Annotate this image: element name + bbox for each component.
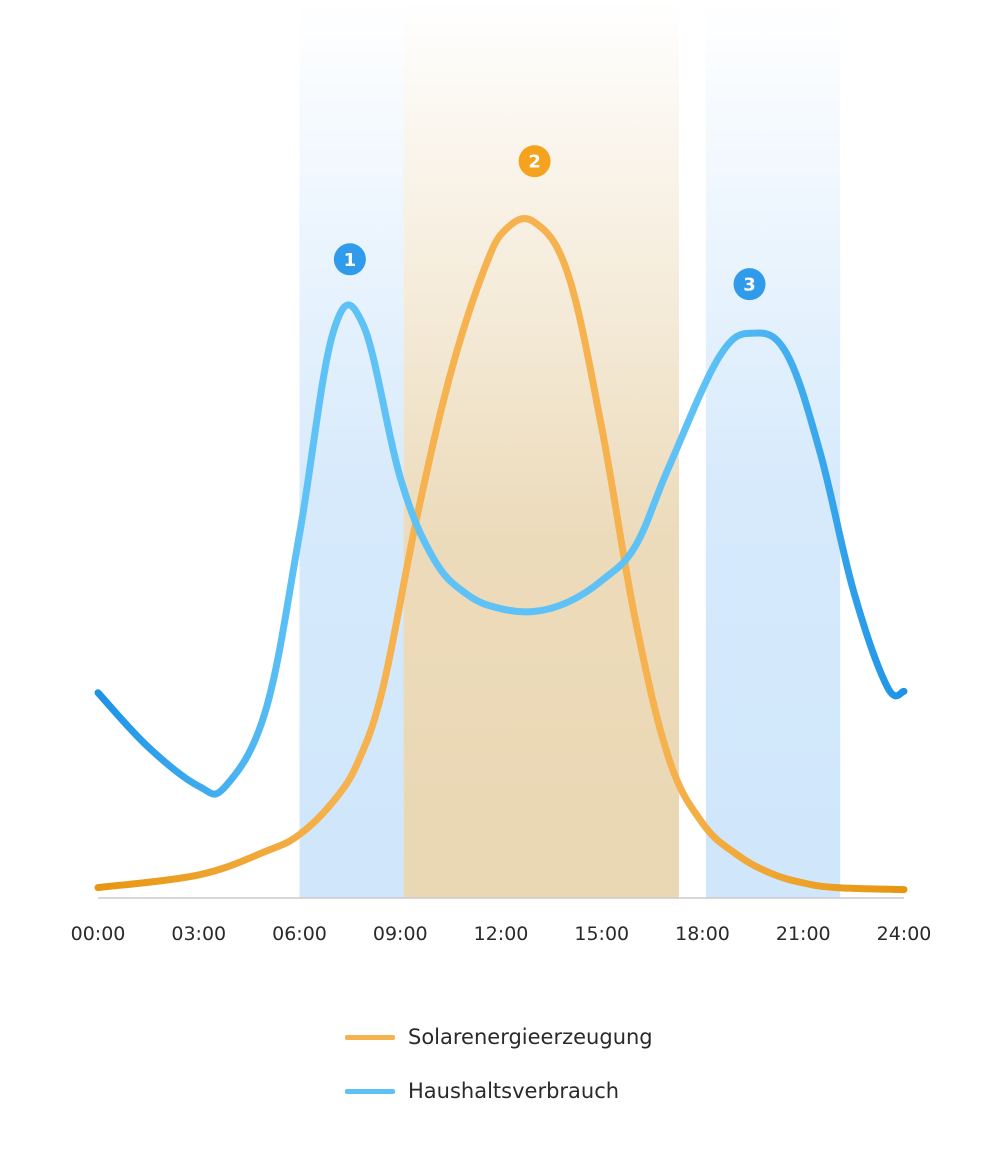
consumption-point-23	[901, 688, 907, 694]
marker-badge-circle	[333, 243, 366, 276]
consumption-point-15	[632, 543, 638, 549]
marker-badge-circle	[733, 268, 766, 301]
legend: Solarenergieerzeugung Haushaltsverbrauch	[345, 1010, 653, 1118]
marker-badge-circle	[518, 145, 551, 178]
solar-point-12	[565, 272, 571, 278]
consumption-point-7	[360, 322, 366, 328]
solar-point-9	[481, 266, 487, 272]
consumption-point-9	[431, 556, 437, 562]
solar-point-6	[380, 682, 386, 688]
consumption-point-18	[750, 330, 756, 336]
consumption-point-3	[223, 783, 229, 789]
x-tick-label: 00:00	[71, 923, 126, 945]
consumption-point-4	[263, 707, 269, 713]
highlight-band-1	[299, 0, 404, 898]
consumption-point-22	[884, 684, 890, 690]
solar-point-0	[95, 885, 101, 891]
legend-swatch-consumption	[345, 1088, 395, 1094]
solar-point-8	[448, 371, 454, 377]
solar-point-3	[297, 832, 303, 838]
solar-point-5	[355, 758, 361, 764]
consumption-point-16	[666, 464, 672, 470]
consumption-point-21	[851, 588, 857, 594]
x-tick-label: 06:00	[272, 923, 327, 945]
highlight-band-2	[403, 0, 679, 898]
solar-point-21	[901, 887, 907, 893]
series-line-solar	[94, 215, 908, 894]
marker-badge-2: 2	[518, 145, 551, 178]
consumption-point-13	[565, 599, 571, 605]
consumption-point-0	[95, 690, 101, 696]
x-tick-label: 03:00	[171, 923, 226, 945]
consumption-point-12	[532, 608, 538, 614]
legend-item-consumption[interactable]: Haushaltsverbrauch	[345, 1064, 653, 1118]
marker-badge-label: 2	[528, 152, 541, 173]
solar-point-17	[733, 851, 739, 857]
marker-badge-3: 3	[733, 268, 766, 301]
marker-badge-label: 1	[344, 250, 357, 271]
consumption-point-6	[330, 330, 336, 336]
marker-badge-label: 3	[743, 275, 756, 296]
consumption-point-20	[817, 449, 823, 455]
legend-item-solar[interactable]: Solarenergieerzeugung	[345, 1010, 653, 1064]
solar-point-13	[599, 425, 605, 431]
x-tick-label: 15:00	[574, 923, 629, 945]
chart: 1 2 3 00:00 03:00 06:00 09:00 12:00 15:00 18:00 2…	[71, 0, 932, 945]
marker-badge-1: 1	[333, 243, 366, 276]
consumption-point-1	[145, 744, 151, 750]
solar-point-20	[834, 885, 840, 891]
consumption-point-10	[464, 592, 470, 598]
consumption-point-17	[716, 354, 722, 360]
solar-point-14	[632, 616, 638, 622]
series-line-consumption	[94, 301, 908, 798]
consumption-point-19	[783, 350, 789, 356]
legend-swatch-solar	[345, 1034, 395, 1040]
consumption-point-8	[397, 475, 403, 481]
solar-point-19	[800, 880, 806, 886]
x-tick-label: 24:00	[877, 923, 932, 945]
solar-point-18	[767, 870, 773, 876]
consumption-point-11	[498, 606, 504, 612]
x-tick-label: 18:00	[675, 923, 730, 945]
consumption-point-2	[196, 783, 202, 789]
x-tick-label: 12:00	[474, 923, 529, 945]
solar-point-1	[196, 872, 202, 878]
legend-label-solar: Solarenergieerzeugung	[408, 1025, 653, 1049]
solar-point-4	[330, 799, 336, 805]
x-tick-label: 21:00	[776, 923, 831, 945]
x-tick-label: 09:00	[373, 923, 428, 945]
legend-label-consumption: Haushaltsverbrauch	[408, 1079, 620, 1103]
solar-point-15	[666, 756, 672, 762]
solar-point-10	[503, 226, 509, 232]
consumption-point-5	[297, 531, 303, 537]
solar-point-16	[700, 820, 706, 826]
consumption-point-14	[599, 578, 605, 584]
solar-point-2	[263, 848, 269, 854]
solar-point-11	[532, 219, 538, 225]
